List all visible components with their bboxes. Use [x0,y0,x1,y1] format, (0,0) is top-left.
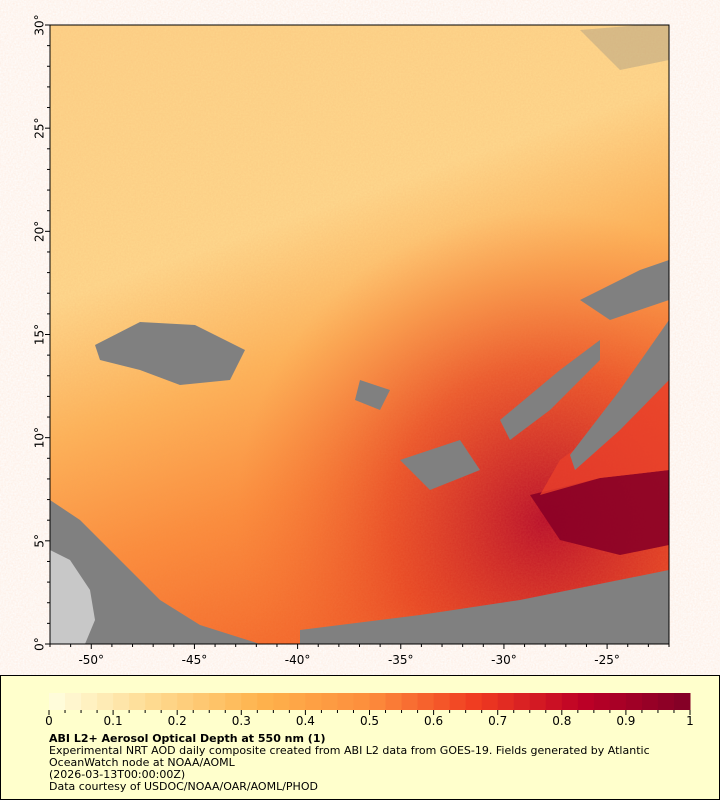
colorbar-swatch [433,693,451,710]
colorbar-swatch [65,693,82,710]
colorbar-tick-label: 0.5 [360,714,379,726]
legend-credit: Data courtesy of USDOC/NOAA/OAR/AOML/PHO… [49,780,318,793]
colorbar-swatch [209,693,226,710]
colorbar: 0 0.1 0.2 0.3 0.4 0.5 0.6 0.7 0.8 0.9 1 [45,693,694,726]
lat-tick-label: 25° [33,118,47,139]
high-aod-plume [530,470,669,555]
colorbar-swatch [97,693,114,710]
legend-description-2: OceanWatch node at NOAA/AOML [49,756,235,769]
colorbar-swatch [641,693,659,710]
colorbar-swatch [417,693,435,710]
colorbar-swatch [385,693,403,710]
colorbar-tick-label: 0.6 [424,714,443,726]
colorbar-tick-label: 0.4 [296,714,315,726]
colorbar-tick-label: 0.1 [104,714,123,726]
colorbar-swatch [481,693,499,710]
colorbar-swatch [337,693,354,710]
colorbar-swatch [593,693,611,710]
colorbar-swatch [353,693,370,710]
colorbar-swatch [545,693,563,710]
lat-tick-label: 15° [33,324,47,345]
colorbar-swatch [161,693,178,710]
lon-tick-label: -35° [388,653,414,667]
no-data-regions [50,25,669,644]
lon-tick-label: -40° [285,653,311,667]
lat-tick-label: 20° [33,221,47,242]
lat-tick-label: 10° [33,427,47,448]
colorbar-tick-label: 0.8 [552,714,571,726]
colorbar-swatch [561,693,579,710]
south-america-land [50,550,95,644]
colorbar-tick-label: 0.2 [168,714,187,726]
colorbar-swatch [241,693,258,710]
colorbar-swatch [465,693,483,710]
colorbar-swatch [673,693,691,710]
lon-tick-label: -50° [78,653,104,667]
legend-title: ABI L2+ Aerosol Optical Depth at 550 nm … [49,732,326,745]
colorbar-swatch [193,693,210,710]
colorbar-swatch [145,693,162,710]
colorbar-swatch [81,693,98,710]
colorbar-swatch [289,693,306,710]
map-axes: -50° -45° -40° -35° -30° -25° 0° 5° 10° 15° 20° 25°… [33,14,670,667]
colorbar-swatch [577,693,595,710]
aod-map: -50° -45° -40° -35° -30° -25° 0° 5° 10° 15° 20° 25°… [33,14,670,667]
colorbar-swatch [625,693,643,710]
map-plot-area [49,24,670,645]
colorbar-swatch [609,693,627,710]
colorbar-tick-label: 0 [45,714,53,726]
colorbar-tick-label: 0.3 [232,714,251,726]
colorbar-swatch [497,693,515,710]
colorbar-tick-label: 0.7 [488,714,507,726]
colorbar-swatch [113,693,130,710]
legend-description-1: Experimental NRT AOD daily composite cre… [49,744,650,757]
colorbar-swatch [401,693,419,710]
colorbar-swatch [305,693,322,710]
lon-tick-label: -45° [182,653,208,667]
colorbar-tick-label: 0.9 [616,714,635,726]
colorbar-swatch [177,693,194,710]
colorbar-swatch [513,693,531,710]
colorbar-swatch [449,693,467,710]
lat-tick-label: 30° [33,14,47,35]
colorbar-swatch [657,693,675,710]
lat-tick-label: 5° [33,534,47,548]
colorbar-swatch [321,693,338,710]
legend-date: (2026-03-13T00:00:00Z) [49,768,186,781]
colorbar-tick-label: 1 [686,714,694,726]
lon-tick-label: -30° [491,653,517,667]
colorbar-swatch [273,693,290,710]
colorbar-swatch [129,693,146,710]
colorbar-swatch [225,693,242,710]
lon-tick-label: -25° [594,653,620,667]
legend-panel: 0 0.1 0.2 0.3 0.4 0.5 0.6 0.7 0.8 0.9 1 ABI L2+ Ae… [0,675,720,800]
colorbar-swatch [529,693,547,710]
lat-tick-label: 0° [33,637,47,651]
colorbar-swatch [369,693,387,710]
colorbar-swatch [257,693,274,710]
colorbar-swatch [49,693,66,710]
